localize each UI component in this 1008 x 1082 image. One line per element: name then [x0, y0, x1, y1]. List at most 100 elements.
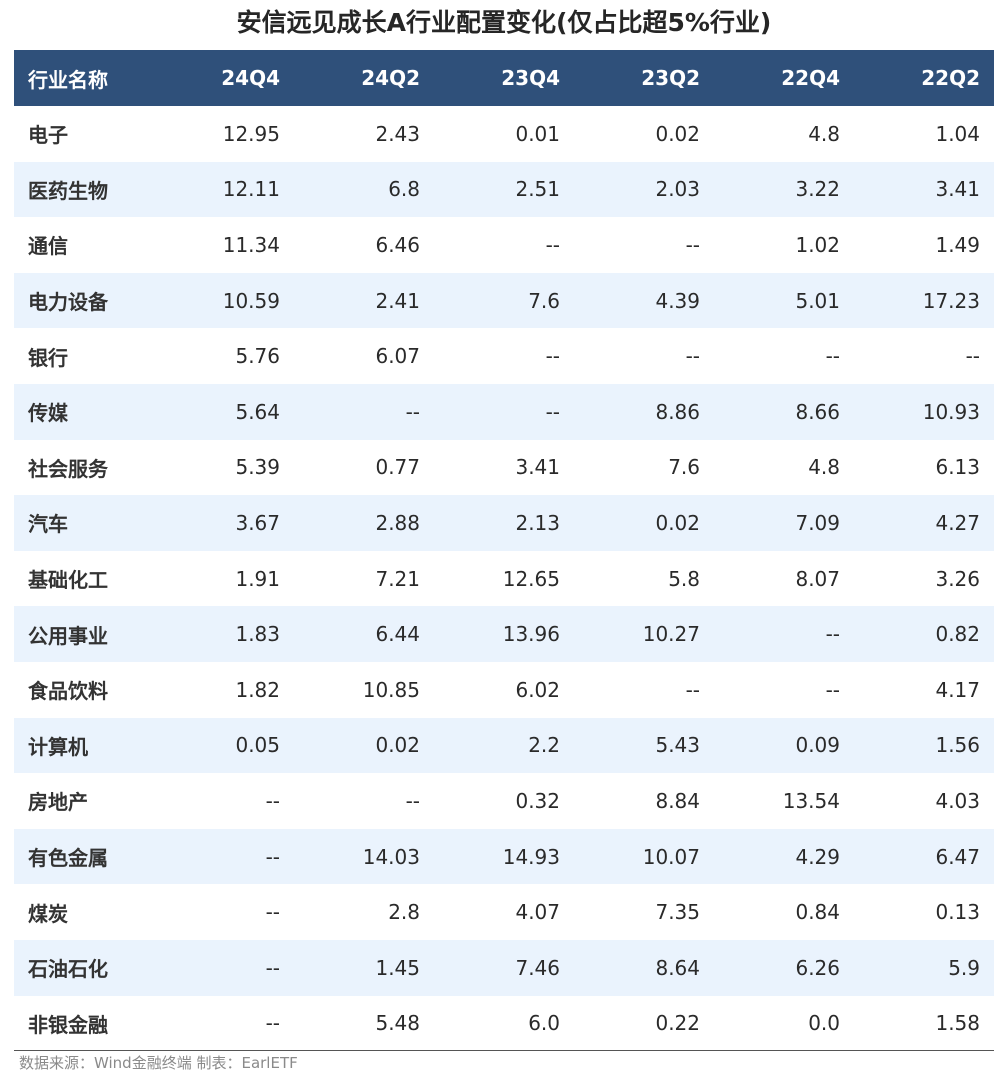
industry-name-cell: 传媒 — [28, 401, 68, 426]
table-row: 通信 11.34 6.46 -- -- 1.02 1.49 — [14, 217, 994, 273]
header-period: 22Q4 — [781, 66, 840, 90]
value-cell: 0.09 — [795, 733, 840, 758]
value-cell: 13.54 — [782, 788, 840, 813]
header-period: 24Q2 — [361, 66, 420, 90]
table-row: 电力设备 10.59 2.41 7.6 4.39 5.01 17.23 — [14, 272, 994, 329]
value-cell: 4.07 — [515, 900, 560, 925]
value-cell: 6.46 — [375, 232, 420, 257]
industry-name-cell: 电子 — [28, 123, 68, 148]
value-cell: 1.56 — [935, 733, 980, 758]
value-cell: 0.77 — [375, 455, 420, 480]
industry-name-cell: 通信 — [28, 234, 68, 259]
value-cell: 2.43 — [375, 121, 420, 146]
value-cell: 0.01 — [515, 121, 560, 146]
value-cell: -- — [265, 900, 280, 925]
table-row: 食品饮料 1.82 10.85 6.02 -- -- 4.17 — [14, 662, 994, 718]
value-cell: 6.0 — [528, 1011, 560, 1036]
value-cell: 6.07 — [375, 344, 420, 369]
value-cell: 5.01 — [795, 288, 840, 313]
table-row: 非银金融 -- 5.48 6.0 0.22 0.0 1.58 — [14, 996, 994, 1052]
value-cell: 2.2 — [528, 733, 560, 758]
value-cell: 4.39 — [655, 288, 700, 313]
value-cell: -- — [685, 232, 700, 257]
industry-name-cell: 有色金属 — [28, 846, 108, 871]
bottom-rule — [14, 1050, 994, 1051]
value-cell: 1.02 — [795, 232, 840, 257]
value-cell: 6.13 — [935, 455, 980, 480]
table-row: 计算机 0.05 0.02 2.2 5.43 0.09 1.56 — [14, 717, 994, 774]
value-cell: -- — [685, 344, 700, 369]
value-cell: -- — [405, 788, 420, 813]
value-cell: 4.17 — [935, 677, 980, 702]
value-cell: 10.85 — [362, 677, 420, 702]
value-cell: 6.44 — [375, 622, 420, 647]
value-cell: 10.27 — [642, 622, 700, 647]
industry-name-cell: 非银金融 — [28, 1012, 108, 1037]
table-row: 社会服务 5.39 0.77 3.41 7.6 4.8 6.13 — [14, 440, 994, 496]
industry-name-cell: 汽车 — [28, 512, 68, 537]
value-cell: 10.93 — [922, 399, 980, 424]
value-cell: 1.45 — [375, 955, 420, 980]
value-cell: 12.11 — [222, 177, 280, 202]
header-row: 行业名称 24Q4 24Q2 23Q4 23Q2 22Q4 22Q2 — [14, 50, 994, 106]
header-industry-name: 行业名称 — [28, 67, 108, 92]
value-cell: 14.93 — [502, 844, 560, 869]
value-cell: -- — [825, 344, 840, 369]
header-period: 24Q4 — [221, 66, 280, 90]
value-cell: 2.41 — [375, 288, 420, 313]
industry-name-cell: 基础化工 — [28, 568, 108, 593]
table-body: 电子 12.95 2.43 0.01 0.02 4.8 1.04 医药生物 12.11 6.8 2.… — [14, 106, 994, 1051]
value-cell: 0.0 — [808, 1011, 840, 1036]
chart-title: 安信远见成长A行业配置变化(仅占比超5%行业) — [236, 8, 772, 37]
table-row: 石油石化 -- 1.45 7.46 8.64 6.26 5.9 — [14, 939, 994, 996]
value-cell: 0.02 — [655, 510, 700, 535]
value-cell: 0.84 — [795, 900, 840, 925]
table-row: 医药生物 12.11 6.8 2.51 2.03 3.22 3.41 — [14, 161, 994, 218]
value-cell: 4.29 — [795, 844, 840, 869]
value-cell: 1.91 — [235, 566, 280, 591]
value-cell: 2.51 — [515, 177, 560, 202]
value-cell: 4.8 — [808, 121, 840, 146]
industry-name-cell: 计算机 — [28, 734, 88, 759]
value-cell: -- — [825, 622, 840, 647]
value-cell: 5.39 — [235, 455, 280, 480]
value-cell: 4.8 — [808, 455, 840, 480]
value-cell: 5.64 — [235, 399, 280, 424]
value-cell: 3.67 — [235, 510, 280, 535]
value-cell: -- — [265, 788, 280, 813]
value-cell: 12.95 — [222, 121, 280, 146]
table-row: 煤炭 -- 2.8 4.07 7.35 0.84 0.13 — [14, 884, 994, 940]
value-cell: 0.05 — [235, 733, 280, 758]
value-cell: 0.02 — [375, 733, 420, 758]
table-row: 房地产 -- -- 0.32 8.84 13.54 4.03 — [14, 773, 994, 829]
value-cell: 13.96 — [502, 622, 560, 647]
value-cell: 3.22 — [795, 177, 840, 202]
value-cell: 0.02 — [655, 121, 700, 146]
value-cell: 6.8 — [388, 177, 420, 202]
value-cell: -- — [265, 955, 280, 980]
value-cell: 10.07 — [642, 844, 700, 869]
value-cell: 3.41 — [935, 177, 980, 202]
value-cell: 7.6 — [528, 288, 560, 313]
industry-name-cell: 银行 — [28, 345, 68, 370]
value-cell: 5.48 — [375, 1011, 420, 1036]
value-cell: 1.49 — [935, 232, 980, 257]
value-cell: -- — [545, 232, 560, 257]
value-cell: 3.41 — [515, 455, 560, 480]
allocation-table: 行业名称 24Q4 24Q2 23Q4 23Q2 22Q4 22Q2 电子 12.… — [14, 50, 994, 1051]
table-row: 有色金属 -- 14.03 14.93 10.07 4.29 6.47 — [14, 828, 994, 885]
value-cell: 8.64 — [655, 955, 700, 980]
header-period: 23Q2 — [641, 66, 700, 90]
value-cell: 8.84 — [655, 788, 700, 813]
value-cell: 1.83 — [235, 622, 280, 647]
value-cell: -- — [265, 1011, 280, 1036]
value-cell: 7.35 — [655, 900, 700, 925]
value-cell: 8.86 — [655, 399, 700, 424]
value-cell: 5.9 — [948, 955, 980, 980]
value-cell: -- — [685, 677, 700, 702]
value-cell: 12.65 — [502, 566, 560, 591]
value-cell: 11.34 — [222, 232, 280, 257]
industry-name-cell: 食品饮料 — [28, 679, 108, 704]
value-cell: 5.43 — [655, 733, 700, 758]
value-cell: 6.26 — [795, 955, 840, 980]
